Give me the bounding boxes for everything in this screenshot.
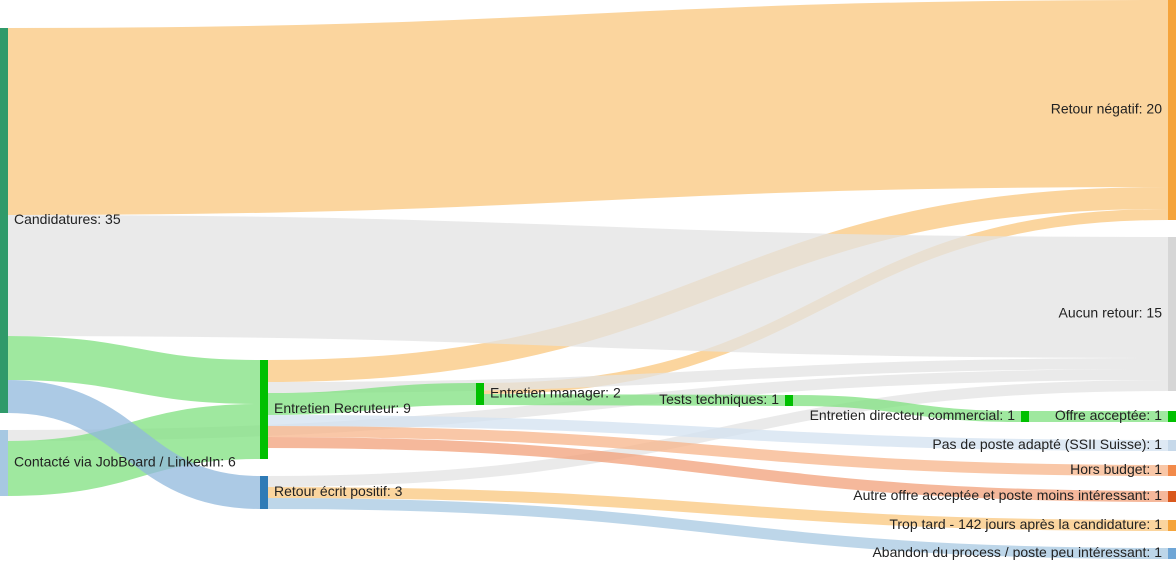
node-candidatures [0,28,8,413]
node-negatif [1168,0,1176,220]
link-tests-to-directeur [792,395,1022,422]
node-aucun [1168,237,1176,391]
link-candidatures-to-negatif [7,0,1169,215]
node-label-manager: Entretien manager: 2 [490,385,621,401]
link-candidatures-to-ecrit [7,380,261,509]
node-abandon [1168,548,1176,559]
node-label-troptard: Trop tard - 142 jours après la candidatu… [889,516,1162,532]
link-manager-to-tests [483,394,786,406]
node-label-directeur: Entretien directeur commercial: 1 [810,407,1016,423]
node-label-recruteur: Entretien Recruteur: 9 [274,400,411,416]
node-troptard [1168,520,1176,531]
link-recruteur-to-autreoffre [267,437,1169,502]
link-ecrit-to-troptard [267,487,1169,531]
node-tests [785,395,793,406]
link-recruteur-to-manager [267,383,477,415]
node-label-acceptee: Offre acceptée: 1 [1055,407,1162,423]
link-recruteur-to-budget [267,426,1169,476]
link-recruteur-to-pasposte [267,415,1169,451]
link-candidatures-to-recruteur [7,336,261,404]
node-budget [1168,465,1176,476]
node-label-aucun: Aucun retour: 15 [1058,305,1162,321]
node-recruteur [260,360,268,459]
node-label-budget: Hors budget: 1 [1070,461,1162,477]
node-acceptee [1168,411,1176,422]
node-ecrit [260,476,268,509]
node-label-ecrit: Retour écrit positif: 3 [274,483,403,499]
link-candidatures-to-aucun [7,215,1169,358]
node-label-negatif: Retour négatif: 20 [1051,101,1163,117]
node-autreoffre [1168,491,1176,502]
sankey-links [7,0,1169,559]
sankey-labels: Candidatures: 35 Contacté via JobBoard / … [14,101,1162,561]
node-directeur [1021,411,1029,422]
node-label-pasposte: Pas de poste adapté (SSII Suisse): 1 [932,436,1162,452]
node-label-tests: Tests techniques: 1 [659,391,779,407]
node-label-jobboard: Contacté via JobBoard / LinkedIn: 6 [14,454,236,470]
node-manager [476,383,484,405]
node-label-abandon: Abandon du process / poste peu intéressa… [872,544,1162,560]
link-ecrit-to-abandon [267,498,1169,559]
node-jobboard [0,430,8,496]
node-pasposte [1168,440,1176,451]
node-label-candidatures: Candidatures: 35 [14,211,121,227]
node-label-autreoffre: Autre offre acceptée et poste moins inté… [853,487,1162,503]
